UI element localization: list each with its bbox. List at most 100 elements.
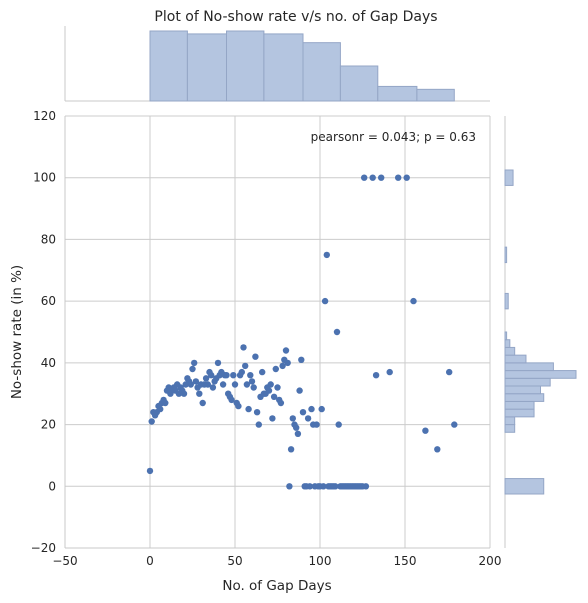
right-hist-bar: [505, 371, 576, 379]
x-tick-label: 200: [479, 554, 502, 568]
scatter-point: [283, 347, 289, 353]
scatter-point: [269, 415, 275, 421]
scatter-point: [334, 329, 340, 335]
right-hist-bar: [505, 401, 534, 409]
right-hist-bar: [505, 363, 553, 371]
scatter-point: [215, 360, 221, 366]
y-tick-label: 0: [48, 479, 56, 493]
scatter-point: [300, 409, 306, 415]
y-tick-label: 80: [41, 232, 56, 246]
scatter-point: [230, 372, 236, 378]
scatter-point: [278, 400, 284, 406]
scatter-point: [254, 409, 260, 415]
scatter-point: [296, 387, 302, 393]
top-hist-bar: [187, 34, 226, 101]
scatter-point: [200, 400, 206, 406]
scatter-point: [404, 175, 410, 181]
scatter-point: [162, 400, 168, 406]
scatter-point: [259, 369, 265, 375]
right-marginal-histogram: [505, 116, 576, 548]
scatter-point: [295, 431, 301, 437]
y-tick-label: 20: [41, 418, 56, 432]
scatter-point: [249, 378, 255, 384]
right-hist-bar: [505, 340, 510, 348]
scatter-point: [157, 406, 163, 412]
scatter-point: [274, 384, 280, 390]
right-hist-bar: [505, 386, 541, 394]
scatter-point: [268, 381, 274, 387]
y-tick-label: −20: [31, 541, 56, 555]
top-hist-bar: [227, 31, 264, 101]
scatter-point: [232, 381, 238, 387]
scatter-point: [240, 344, 246, 350]
x-tick-label: −50: [52, 554, 77, 568]
scatter-point: [290, 415, 296, 421]
right-hist-bar: [505, 293, 508, 308]
scatter-point: [370, 175, 376, 181]
right-hist-bar: [505, 347, 515, 355]
chart-title: Plot of No-show rate v/s no. of Gap Days: [154, 9, 437, 25]
scatter-point: [220, 381, 226, 387]
scatter-point: [410, 298, 416, 304]
scatter-point: [149, 418, 155, 424]
top-hist-bar: [340, 66, 377, 101]
x-tick-labels: −50 0 50 100 150 200: [52, 554, 501, 568]
scatter-point: [336, 421, 342, 427]
scatter-point: [247, 372, 253, 378]
scatter-point: [363, 483, 369, 489]
y-tick-labels: −20 0 20 40 60 80 100 120: [31, 109, 56, 555]
scatter-point: [319, 406, 325, 412]
right-hist-bar: [505, 355, 526, 363]
scatter-point: [239, 369, 245, 375]
scatter-point: [256, 421, 262, 427]
scatter-axes: −50 0 50 100 150 200 −20 0 20 40 60 80 100 120 pears…: [9, 109, 501, 594]
right-hist-bar: [505, 247, 507, 262]
y-tick-label: 60: [41, 294, 56, 308]
scatter-point: [223, 372, 229, 378]
scatter-point: [322, 298, 328, 304]
grid: [65, 116, 490, 548]
top-hist-bar: [303, 43, 340, 101]
scatter-point: [451, 421, 457, 427]
right-hist-bar: [505, 409, 534, 417]
scatter-point: [361, 175, 367, 181]
top-hist-bar: [417, 89, 454, 101]
scatter-point: [245, 406, 251, 412]
x-axis-label: No. of Gap Days: [222, 578, 331, 594]
scatter-point: [373, 372, 379, 378]
top-hist-bar: [264, 34, 303, 101]
right-hist-bar: [505, 479, 544, 494]
scatter-point: [298, 357, 304, 363]
scatter-point: [288, 446, 294, 452]
y-tick-label: 40: [41, 356, 56, 370]
scatter-point: [191, 360, 197, 366]
scatter-point: [147, 468, 153, 474]
scatter-point: [273, 366, 279, 372]
y-tick-label: 100: [33, 171, 56, 185]
scatter-point: [286, 483, 292, 489]
scatter-point: [251, 384, 257, 390]
x-tick-label: 50: [227, 554, 242, 568]
scatter-point: [285, 360, 291, 366]
scatter-point: [446, 369, 452, 375]
scatter-point: [395, 175, 401, 181]
scatter-point: [181, 391, 187, 397]
x-tick-label: 100: [309, 554, 332, 568]
scatter-point: [434, 446, 440, 452]
y-tick-label: 120: [33, 109, 56, 123]
scatter-point: [210, 384, 216, 390]
right-hist-bar: [505, 417, 515, 425]
scatter-point: [293, 425, 299, 431]
scatter-point: [305, 415, 311, 421]
right-hist-bar: [505, 394, 544, 402]
scatter-point: [313, 421, 319, 427]
y-axis-label: No-show rate (in %): [9, 265, 25, 399]
scatter-point: [324, 252, 330, 258]
scatter-points: [147, 175, 458, 490]
scatter-point: [387, 369, 393, 375]
scatter-point: [252, 354, 258, 360]
scatter-point: [235, 403, 241, 409]
scatter-point: [378, 175, 384, 181]
scatter-point: [189, 366, 195, 372]
